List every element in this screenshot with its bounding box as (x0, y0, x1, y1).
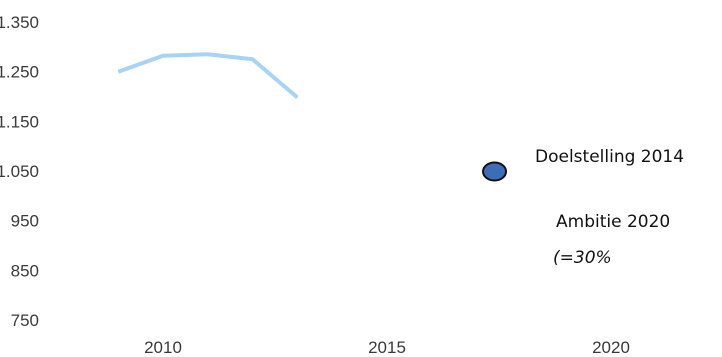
target-marker (482, 161, 508, 182)
x-tick-label: 2020 (592, 338, 630, 357)
y-tick-label: 1.050 (0, 162, 39, 181)
y-tick-label: 1.250 (0, 63, 39, 82)
x-axis-ticks: 2010 2015 2020 (144, 338, 630, 357)
series-group (117, 52, 299, 100)
y-tick-label: 850 (11, 261, 39, 280)
marker-group (482, 161, 508, 182)
y-axis-ticks: 750 850 950 1.050 1.150 1.250 1.350 (0, 13, 39, 330)
y-tick-label: 1.350 (0, 13, 39, 32)
x-tick-label: 2010 (144, 338, 182, 357)
y-tick-label: 1.150 (0, 112, 39, 131)
x-tick-label: 2015 (368, 338, 406, 357)
annotation-doelstelling-2014: Doelstelling 2014 (535, 147, 684, 167)
y-tick-label: 950 (11, 212, 39, 231)
series-line (117, 52, 299, 100)
annotation-ambitie-2020: Ambitie 2020 (556, 212, 670, 232)
y-tick-label: 750 (11, 311, 39, 330)
annotation-percentage: (=30% (553, 248, 612, 268)
